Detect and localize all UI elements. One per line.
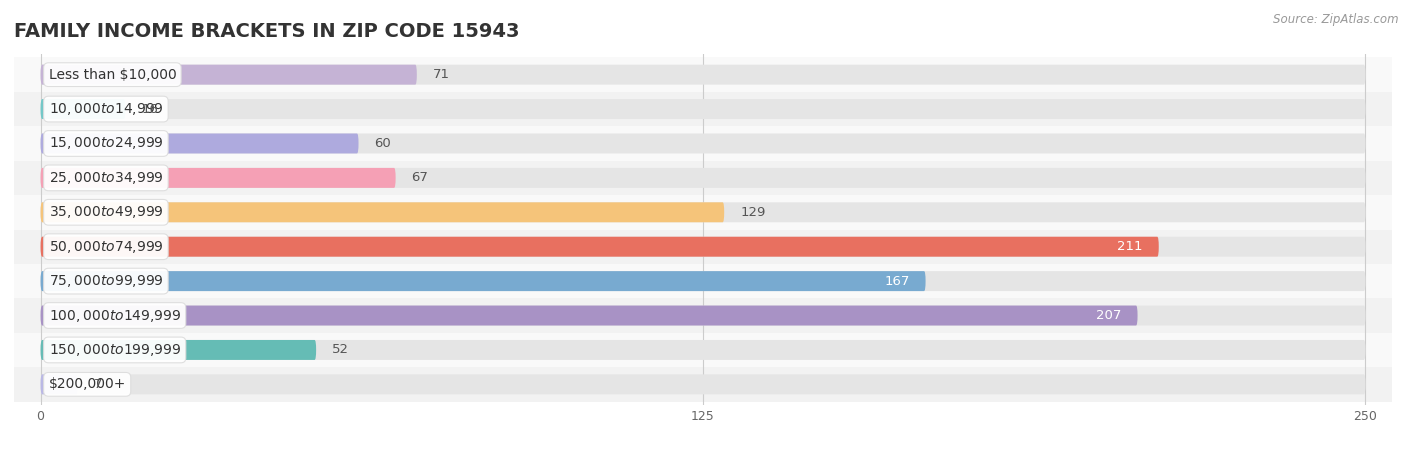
FancyBboxPatch shape [41,271,1365,291]
Text: $25,000 to $34,999: $25,000 to $34,999 [48,170,163,186]
Text: 167: 167 [884,274,910,288]
Text: 67: 67 [412,171,429,184]
FancyBboxPatch shape [41,306,1137,325]
FancyBboxPatch shape [41,306,1365,325]
Text: Source: ZipAtlas.com: Source: ZipAtlas.com [1274,14,1399,27]
FancyBboxPatch shape [14,126,1392,161]
FancyBboxPatch shape [14,333,1392,367]
Text: $75,000 to $99,999: $75,000 to $99,999 [48,273,163,289]
FancyBboxPatch shape [14,195,1392,230]
FancyBboxPatch shape [41,99,125,119]
Text: $15,000 to $24,999: $15,000 to $24,999 [48,135,163,152]
FancyBboxPatch shape [41,65,1365,85]
FancyBboxPatch shape [14,264,1392,298]
Text: 207: 207 [1097,309,1122,322]
FancyBboxPatch shape [14,92,1392,126]
FancyBboxPatch shape [41,134,1365,153]
FancyBboxPatch shape [41,99,1365,119]
FancyBboxPatch shape [41,237,1159,256]
Text: $150,000 to $199,999: $150,000 to $199,999 [48,342,181,358]
FancyBboxPatch shape [41,202,1365,222]
FancyBboxPatch shape [41,340,316,360]
Text: 129: 129 [740,206,765,219]
Text: $50,000 to $74,999: $50,000 to $74,999 [48,238,163,255]
Text: $10,000 to $14,999: $10,000 to $14,999 [48,101,163,117]
Text: 71: 71 [433,68,450,81]
FancyBboxPatch shape [41,168,395,188]
FancyBboxPatch shape [14,58,1392,92]
FancyBboxPatch shape [41,134,359,153]
FancyBboxPatch shape [41,168,1365,188]
FancyBboxPatch shape [41,340,1365,360]
FancyBboxPatch shape [14,161,1392,195]
FancyBboxPatch shape [14,367,1392,401]
FancyBboxPatch shape [41,202,724,222]
FancyBboxPatch shape [14,298,1392,333]
Text: 16: 16 [141,103,157,116]
Text: 60: 60 [374,137,391,150]
Text: FAMILY INCOME BRACKETS IN ZIP CODE 15943: FAMILY INCOME BRACKETS IN ZIP CODE 15943 [14,22,520,41]
FancyBboxPatch shape [14,230,1392,264]
Text: 52: 52 [332,343,349,356]
FancyBboxPatch shape [41,65,416,85]
Text: $35,000 to $49,999: $35,000 to $49,999 [48,204,163,220]
Text: $200,000+: $200,000+ [48,378,127,392]
FancyBboxPatch shape [41,271,925,291]
Text: Less than $10,000: Less than $10,000 [48,68,176,81]
Text: 7: 7 [94,378,103,391]
FancyBboxPatch shape [41,374,1365,394]
Text: $100,000 to $149,999: $100,000 to $149,999 [48,307,181,324]
FancyBboxPatch shape [41,374,77,394]
FancyBboxPatch shape [41,237,1365,256]
Text: 211: 211 [1118,240,1143,253]
